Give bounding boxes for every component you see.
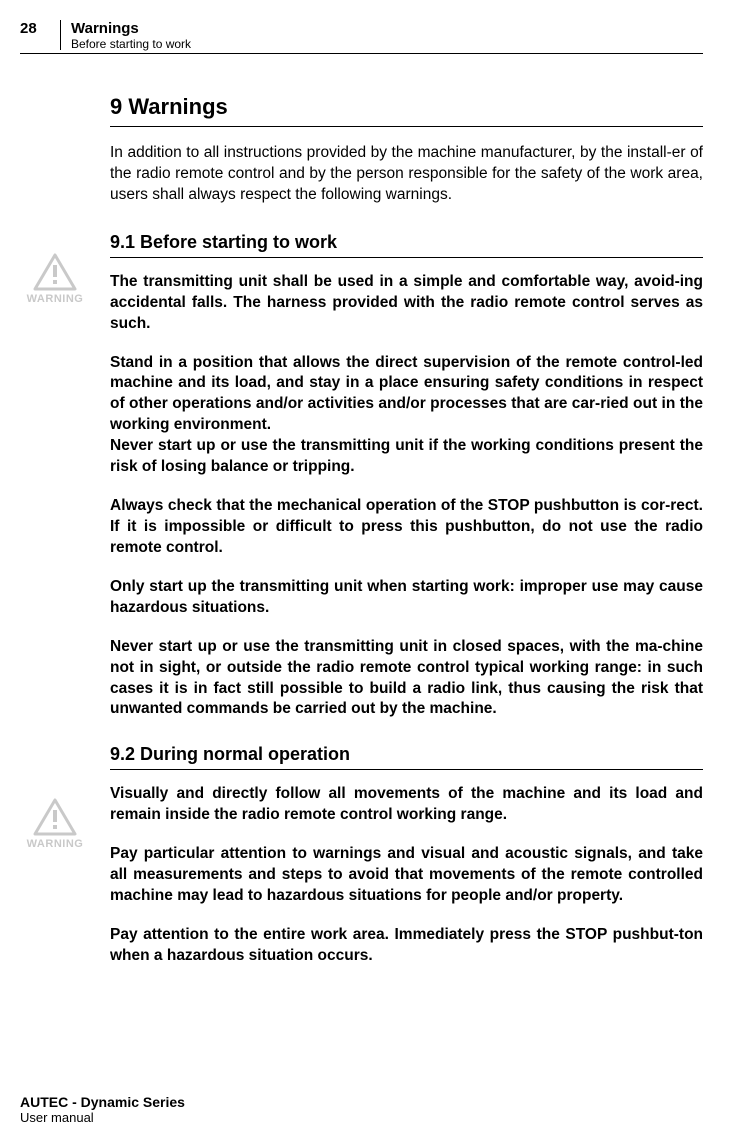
section-9-2-p1: Visually and directly follow all movemen… <box>110 784 703 826</box>
page-header: 28 Warnings Before starting to work <box>20 20 703 54</box>
warning-icon-block-2: WARNING <box>20 798 90 850</box>
warning-icon-block-1: WARNING <box>20 253 90 305</box>
section-9-2-title: 9.2 During normal operation <box>110 744 703 770</box>
section-9-1-p1: The transmitting unit shall be used in a… <box>110 272 703 335</box>
section-9-1-p4: Always check that the mechanical operati… <box>110 496 703 559</box>
section-9-1-title: 9.1 Before starting to work <box>110 232 703 258</box>
warning-triangle-icon <box>33 798 77 836</box>
main-content: 9 Warnings In addition to all instructio… <box>20 94 703 967</box>
section-9-1-p3: Never start up or use the transmitting u… <box>110 436 703 478</box>
footer-title: AUTEC - Dynamic Series <box>20 1094 185 1110</box>
header-divider <box>60 20 61 50</box>
header-subtitle: Before starting to work <box>71 37 191 51</box>
intro-paragraph: In addition to all instructions provided… <box>110 143 703 206</box>
page-footer: AUTEC - Dynamic Series User manual <box>20 1094 185 1125</box>
warning-label: WARNING <box>20 293 90 305</box>
section-9-1-p2: Stand in a position that allows the dire… <box>110 353 703 437</box>
footer-subtitle: User manual <box>20 1110 185 1125</box>
section-9-2-p2: Pay particular attention to warnings and… <box>110 844 703 907</box>
header-text-block: Warnings Before starting to work <box>71 20 191 51</box>
section-9-2-p3: Pay attention to the entire work area. I… <box>110 925 703 967</box>
section-9-1-p6: Never start up or use the transmitting u… <box>110 637 703 721</box>
chapter-title: 9 Warnings <box>110 94 703 127</box>
section-9-1-p5: Only start up the transmitting unit when… <box>110 577 703 619</box>
warning-triangle-icon <box>33 253 77 291</box>
warning-label: WARNING <box>20 838 90 850</box>
header-title: Warnings <box>71 20 191 37</box>
page-number: 28 <box>20 20 60 37</box>
